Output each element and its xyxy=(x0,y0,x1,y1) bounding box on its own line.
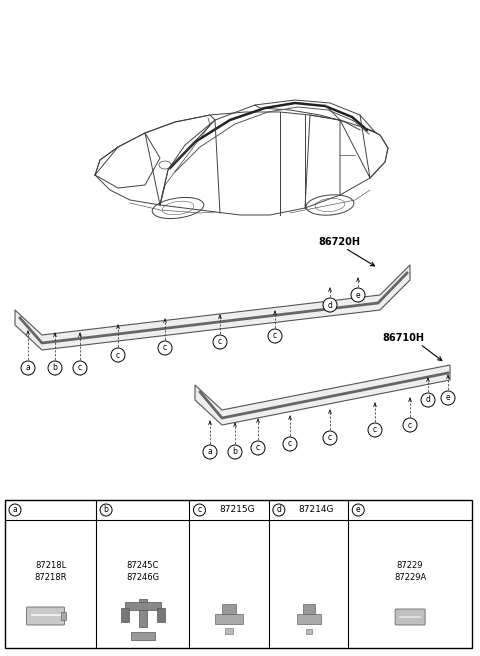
Circle shape xyxy=(193,504,205,516)
Text: e: e xyxy=(356,291,360,300)
Text: 87229: 87229 xyxy=(397,562,423,571)
Text: b: b xyxy=(104,506,108,514)
Text: c: c xyxy=(256,443,260,453)
Circle shape xyxy=(403,418,417,432)
Text: d: d xyxy=(426,396,431,405)
Text: a: a xyxy=(25,363,30,373)
Text: c: c xyxy=(197,506,202,514)
Bar xyxy=(215,614,243,624)
Text: c: c xyxy=(218,337,222,346)
Text: c: c xyxy=(116,350,120,359)
Text: d: d xyxy=(276,506,281,514)
Text: 87215G: 87215G xyxy=(219,506,255,514)
Circle shape xyxy=(111,348,125,362)
Text: a: a xyxy=(12,506,17,514)
Circle shape xyxy=(323,298,337,312)
Text: 87246G: 87246G xyxy=(126,573,159,583)
Text: 86720H: 86720H xyxy=(318,237,360,247)
Bar xyxy=(5,500,472,648)
Bar xyxy=(302,604,314,614)
Bar xyxy=(297,614,321,624)
Text: c: c xyxy=(163,344,167,352)
Bar xyxy=(125,602,161,610)
Circle shape xyxy=(158,341,172,355)
Bar xyxy=(139,599,147,627)
Circle shape xyxy=(323,431,337,445)
Circle shape xyxy=(441,391,455,405)
Circle shape xyxy=(251,441,265,455)
Text: a: a xyxy=(208,447,212,457)
Bar xyxy=(131,632,155,640)
Circle shape xyxy=(203,445,217,459)
Text: b: b xyxy=(53,363,58,373)
Bar xyxy=(222,604,236,614)
Circle shape xyxy=(273,504,285,516)
Bar xyxy=(121,608,129,622)
Text: c: c xyxy=(328,434,332,443)
Circle shape xyxy=(48,361,62,375)
Text: 86710H: 86710H xyxy=(382,333,424,343)
Circle shape xyxy=(228,445,242,459)
Text: c: c xyxy=(273,331,277,340)
Text: c: c xyxy=(373,426,377,434)
Circle shape xyxy=(21,361,35,375)
Circle shape xyxy=(368,423,382,437)
Text: b: b xyxy=(233,447,238,457)
Bar xyxy=(306,629,312,634)
Polygon shape xyxy=(15,265,410,350)
Text: c: c xyxy=(288,440,292,449)
Circle shape xyxy=(352,504,364,516)
Text: c: c xyxy=(408,420,412,430)
FancyBboxPatch shape xyxy=(26,607,64,625)
Bar xyxy=(60,612,66,620)
Circle shape xyxy=(351,288,365,302)
Circle shape xyxy=(268,329,282,343)
Text: c: c xyxy=(78,363,82,373)
Text: 87214G: 87214G xyxy=(299,506,334,514)
FancyBboxPatch shape xyxy=(395,609,425,625)
Circle shape xyxy=(9,504,21,516)
Text: 87245C: 87245C xyxy=(127,562,159,571)
Polygon shape xyxy=(195,365,450,425)
Text: e: e xyxy=(446,394,450,403)
Bar xyxy=(157,608,165,622)
Circle shape xyxy=(73,361,87,375)
Text: 87218L: 87218L xyxy=(35,562,66,571)
Text: e: e xyxy=(356,506,360,514)
Circle shape xyxy=(100,504,112,516)
Circle shape xyxy=(213,335,227,349)
Bar xyxy=(225,628,233,634)
Text: 87229A: 87229A xyxy=(394,573,426,583)
Text: d: d xyxy=(327,300,333,310)
Circle shape xyxy=(283,437,297,451)
Text: 87218R: 87218R xyxy=(34,573,67,583)
Circle shape xyxy=(421,393,435,407)
